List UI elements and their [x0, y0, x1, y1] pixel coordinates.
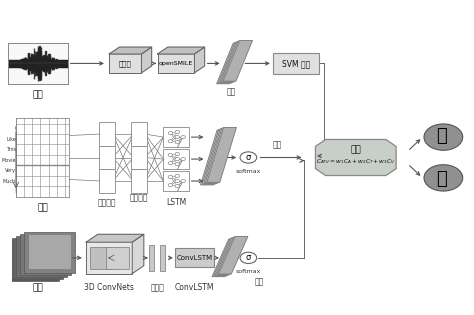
- FancyBboxPatch shape: [12, 244, 54, 278]
- Circle shape: [175, 158, 180, 161]
- FancyBboxPatch shape: [99, 122, 115, 146]
- Text: 👎: 👎: [436, 170, 447, 188]
- Circle shape: [168, 162, 173, 165]
- Text: σ: σ: [246, 153, 251, 162]
- Text: 👍: 👍: [436, 127, 447, 145]
- Text: 音频: 音频: [32, 90, 43, 99]
- Circle shape: [168, 140, 173, 143]
- FancyBboxPatch shape: [21, 239, 62, 274]
- FancyBboxPatch shape: [99, 169, 115, 193]
- Circle shape: [424, 124, 463, 150]
- Circle shape: [168, 175, 173, 179]
- Polygon shape: [141, 47, 152, 73]
- Circle shape: [175, 163, 180, 166]
- Text: 文本: 文本: [37, 203, 48, 212]
- Polygon shape: [194, 47, 205, 73]
- FancyBboxPatch shape: [25, 237, 66, 272]
- Text: LSTM: LSTM: [166, 198, 186, 208]
- Circle shape: [181, 135, 185, 139]
- Polygon shape: [217, 237, 246, 275]
- Text: softmax: softmax: [236, 169, 261, 174]
- Text: 特征: 特征: [255, 277, 264, 286]
- Polygon shape: [221, 41, 251, 82]
- Polygon shape: [212, 239, 241, 277]
- Polygon shape: [205, 128, 235, 183]
- Polygon shape: [219, 236, 248, 274]
- FancyBboxPatch shape: [175, 249, 214, 267]
- FancyBboxPatch shape: [17, 242, 58, 276]
- Circle shape: [175, 175, 180, 177]
- FancyBboxPatch shape: [25, 232, 75, 272]
- Polygon shape: [217, 43, 246, 84]
- FancyBboxPatch shape: [160, 244, 165, 271]
- Text: 预处理: 预处理: [119, 60, 132, 67]
- FancyBboxPatch shape: [131, 169, 147, 193]
- FancyBboxPatch shape: [109, 54, 141, 73]
- Text: σ: σ: [246, 253, 251, 262]
- FancyBboxPatch shape: [107, 247, 128, 268]
- Text: 特征序列: 特征序列: [130, 194, 148, 203]
- Circle shape: [240, 152, 257, 163]
- Circle shape: [175, 140, 180, 144]
- FancyBboxPatch shape: [131, 146, 147, 169]
- Circle shape: [424, 165, 463, 191]
- Polygon shape: [204, 129, 233, 184]
- FancyBboxPatch shape: [16, 236, 67, 277]
- FancyBboxPatch shape: [164, 149, 189, 169]
- Circle shape: [175, 180, 180, 183]
- Polygon shape: [215, 238, 245, 275]
- FancyBboxPatch shape: [164, 127, 189, 147]
- Text: softmax: softmax: [236, 269, 261, 274]
- Circle shape: [240, 252, 257, 264]
- Text: 融合: 融合: [350, 145, 361, 154]
- Polygon shape: [202, 129, 232, 184]
- Text: 特征: 特征: [273, 140, 282, 149]
- Circle shape: [168, 184, 173, 187]
- Polygon shape: [207, 128, 237, 182]
- Text: $C_{ATV}=w_1C_A+w_2C_T+w_3C_V$: $C_{ATV}=w_1C_A+w_2C_T+w_3C_V$: [316, 157, 396, 166]
- Circle shape: [175, 152, 180, 156]
- Circle shape: [168, 153, 173, 157]
- Text: 特征: 特征: [227, 87, 236, 96]
- Text: SVM 分类: SVM 分类: [282, 59, 310, 68]
- FancyBboxPatch shape: [12, 238, 63, 279]
- Text: ConvLSTM: ConvLSTM: [175, 283, 214, 292]
- Circle shape: [175, 135, 180, 139]
- Text: 全连接: 全连接: [151, 283, 164, 292]
- Circle shape: [168, 131, 173, 135]
- FancyBboxPatch shape: [20, 234, 71, 275]
- Polygon shape: [132, 234, 144, 273]
- Circle shape: [181, 180, 185, 183]
- Polygon shape: [214, 238, 243, 276]
- FancyBboxPatch shape: [86, 242, 132, 273]
- Text: 3D ConvNets: 3D ConvNets: [84, 283, 134, 292]
- Circle shape: [175, 185, 180, 188]
- Text: 特征映射: 特征映射: [98, 198, 116, 208]
- Polygon shape: [86, 234, 144, 242]
- FancyBboxPatch shape: [158, 54, 194, 73]
- Polygon shape: [223, 40, 253, 81]
- FancyBboxPatch shape: [131, 122, 147, 146]
- FancyBboxPatch shape: [164, 171, 189, 191]
- FancyBboxPatch shape: [90, 247, 112, 268]
- Polygon shape: [158, 47, 205, 54]
- Polygon shape: [316, 140, 396, 175]
- Circle shape: [181, 158, 185, 161]
- Polygon shape: [220, 42, 249, 83]
- Polygon shape: [201, 130, 230, 185]
- FancyBboxPatch shape: [273, 53, 319, 74]
- Circle shape: [175, 130, 180, 134]
- FancyBboxPatch shape: [99, 146, 115, 169]
- Text: ConvLSTM: ConvLSTM: [176, 255, 212, 261]
- Text: 视频: 视频: [32, 283, 43, 292]
- FancyBboxPatch shape: [149, 244, 155, 271]
- Polygon shape: [109, 47, 152, 54]
- FancyBboxPatch shape: [8, 241, 58, 281]
- Polygon shape: [218, 43, 248, 83]
- Text: openSMILE: openSMILE: [159, 61, 193, 66]
- FancyBboxPatch shape: [29, 235, 71, 269]
